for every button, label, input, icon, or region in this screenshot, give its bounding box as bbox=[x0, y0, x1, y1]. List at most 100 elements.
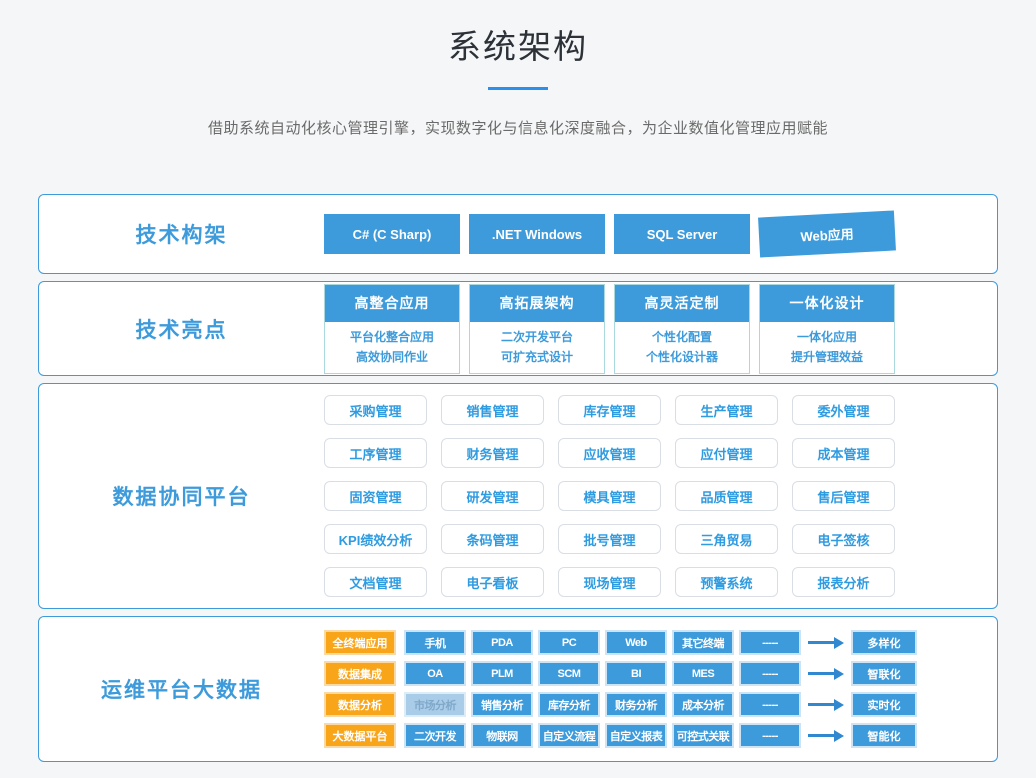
module-button: 应付管理 bbox=[675, 438, 778, 468]
module-button: 电子看板 bbox=[441, 567, 544, 597]
section-ops-bigdata-label: 运维平台大数据 bbox=[101, 679, 262, 702]
flow-result-button: 多样化 bbox=[851, 630, 917, 655]
module-button: 现场管理 bbox=[558, 567, 661, 597]
flow-rows: 全终端应用 手机 PDA PC Web 其它终端 ----- 多样化 数据集成 OA PLM SCM B… bbox=[324, 630, 917, 748]
flow-row: 数据集成 OA PLM SCM BI MES ----- 智联化 bbox=[324, 661, 917, 686]
architecture-diagram: 技术构架 C# (C Sharp) .NET Windows SQL Server W… bbox=[38, 194, 998, 762]
highlight-card-line: 一体化应用 bbox=[796, 329, 857, 344]
page-header: 系统架构 借助系统自动化核心管理引擎，实现数字化与信息化深度融合，为企业数值化管… bbox=[0, 0, 1036, 138]
tech-stack-button: Web应用 bbox=[758, 210, 896, 258]
tech-stack-button: C# (C Sharp) bbox=[324, 214, 460, 254]
highlight-card: 高灵活定制个性化配置个性化设计器 bbox=[614, 283, 750, 374]
flow-item-button: 手机 bbox=[404, 630, 466, 655]
highlight-card-header: 高灵活定制 bbox=[615, 284, 749, 322]
highlight-card-line: 个性化配置 bbox=[651, 329, 712, 344]
flow-item-button: 二次开发 bbox=[404, 723, 466, 748]
module-button: 成本管理 bbox=[792, 438, 895, 468]
flow-item-button: SCM bbox=[538, 661, 600, 686]
flow-category-button: 全终端应用 bbox=[324, 630, 396, 655]
flow-item-button: 自定义流程 bbox=[538, 723, 600, 748]
module-button: 三角贸易 bbox=[675, 524, 778, 554]
flow-category-button: 数据分析 bbox=[324, 692, 396, 717]
module-button: KPI绩效分析 bbox=[324, 524, 427, 554]
flow-item-button: ----- bbox=[739, 723, 801, 748]
flow-item-button: ----- bbox=[739, 630, 801, 655]
flow-item-button: 财务分析 bbox=[605, 692, 667, 717]
module-button: 批号管理 bbox=[558, 524, 661, 554]
highlight-card-line: 提升管理效益 bbox=[790, 349, 863, 364]
module-button: 采购管理 bbox=[324, 395, 427, 425]
module-button: 研发管理 bbox=[441, 481, 544, 511]
highlight-card-body: 平台化整合应用 高效协同作业 bbox=[325, 322, 459, 373]
flow-item-button: 其它终端 bbox=[672, 630, 734, 655]
flow-item-button: ----- bbox=[739, 692, 801, 717]
module-grid-row: KPI绩效分析 条码管理 批号管理 三角贸易 电子签核 bbox=[324, 524, 895, 554]
module-button: 应收管理 bbox=[558, 438, 661, 468]
module-button: 预警系统 bbox=[675, 567, 778, 597]
module-grid-row: 工序管理 财务管理 应收管理 应付管理 成本管理 bbox=[324, 438, 895, 468]
module-grid-row: 文档管理 电子看板 现场管理 预警系统 报表分析 bbox=[324, 567, 895, 597]
highlight-card-header: 高整合应用 bbox=[325, 284, 459, 322]
module-button: 报表分析 bbox=[792, 567, 895, 597]
flow-row: 数据分析 市场分析 销售分析 库存分析 财务分析 成本分析 ----- 实时化 bbox=[324, 692, 917, 717]
flow-result-button: 智联化 bbox=[851, 661, 917, 686]
flow-item-button: 物联网 bbox=[471, 723, 533, 748]
highlight-card-line: 可扩充式设计 bbox=[500, 349, 573, 364]
flow-result-button: 智能化 bbox=[851, 723, 917, 748]
section-ops-bigdata: 运维平台大数据 全终端应用 手机 PDA PC Web 其它终端 ----- 多样化 数据集成 O… bbox=[38, 616, 998, 762]
flow-item-button: Web bbox=[605, 630, 667, 655]
title-underline bbox=[488, 87, 548, 90]
flow-item-button: ----- bbox=[739, 661, 801, 686]
page-subtitle: 借助系统自动化核心管理引擎，实现数字化与信息化深度融合，为企业数值化管理应用赋能 bbox=[207, 120, 828, 137]
arrow-right-icon bbox=[808, 692, 844, 717]
module-button: 售后管理 bbox=[792, 481, 895, 511]
flow-item-button: 销售分析 bbox=[471, 692, 533, 717]
module-button: 工序管理 bbox=[324, 438, 427, 468]
flow-item-button: 成本分析 bbox=[672, 692, 734, 717]
highlight-card: 高整合应用 平台化整合应用 高效协同作业 bbox=[324, 283, 460, 374]
flow-row: 全终端应用 手机 PDA PC Web 其它终端 ----- 多样化 bbox=[324, 630, 917, 655]
module-button: 委外管理 bbox=[792, 395, 895, 425]
highlight-card-line: 平台化整合应用 bbox=[349, 329, 434, 344]
section-tech-highlights: 技术亮点 高整合应用 平台化整合应用 高效协同作业 高拓展架构 二次开发平台 可扩充式设计… bbox=[38, 281, 998, 376]
module-button: 财务管理 bbox=[441, 438, 544, 468]
flow-item-button: PDA bbox=[471, 630, 533, 655]
page-title: 系统架构 bbox=[448, 28, 588, 65]
flow-row: 大数据平台 二次开发 物联网 自定义流程 自定义报表 可控式关联 ----- 智能化 bbox=[324, 723, 917, 748]
section-tech-highlights-label: 技术亮点 bbox=[135, 318, 228, 342]
tech-stack-button: SQL Server bbox=[614, 214, 750, 254]
arrow-right-icon bbox=[808, 661, 844, 686]
highlight-card-line: 高效协同作业 bbox=[355, 349, 428, 364]
module-button: 品质管理 bbox=[675, 481, 778, 511]
module-button: 固资管理 bbox=[324, 481, 427, 511]
flow-item-button: 自定义报表 bbox=[605, 723, 667, 748]
highlight-card-line: 个性化设计器 bbox=[645, 349, 718, 364]
section-data-platform: 数据协同平台 采购管理 销售管理 库存管理 生产管理 委外管理 工序管理 财务管理 应收管理应… bbox=[38, 383, 998, 609]
arrow-right-icon bbox=[808, 630, 844, 655]
tech-stack-button: .NET Windows bbox=[469, 214, 605, 254]
highlight-card: 高拓展架构 二次开发平台 可扩充式设计 bbox=[469, 283, 605, 374]
flow-category-button: 数据集成 bbox=[324, 661, 396, 686]
flow-item-button: PLM bbox=[471, 661, 533, 686]
highlight-card-body: 个性化配置个性化设计器 bbox=[615, 322, 749, 373]
highlight-card-body: 二次开发平台 可扩充式设计 bbox=[470, 322, 604, 373]
module-button: 电子签核 bbox=[792, 524, 895, 554]
highlight-card-header: 高拓展架构 bbox=[470, 284, 604, 322]
module-grid-row: 固资管理 研发管理 模具管理 品质管理 售后管理 bbox=[324, 481, 895, 511]
highlight-card-header: 一体化设计 bbox=[760, 284, 894, 322]
flow-item-button: BI bbox=[605, 661, 667, 686]
flow-category-button: 大数据平台 bbox=[324, 723, 396, 748]
module-button: 文档管理 bbox=[324, 567, 427, 597]
module-button: 生产管理 bbox=[675, 395, 778, 425]
flow-item-button: MES bbox=[672, 661, 734, 686]
highlight-card-body: 一体化应用提升管理效益 bbox=[760, 322, 894, 373]
module-button: 条码管理 bbox=[441, 524, 544, 554]
flow-result-button: 实时化 bbox=[851, 692, 917, 717]
flow-item-button: OA bbox=[404, 661, 466, 686]
tech-highlight-cards: 高整合应用 平台化整合应用 高效协同作业 高拓展架构 二次开发平台 可扩充式设计 高灵活定制… bbox=[324, 282, 997, 375]
section-data-platform-label: 数据协同平台 bbox=[112, 486, 251, 509]
module-grid: 采购管理 销售管理 库存管理 生产管理 委外管理 工序管理 财务管理 应收管理 应付管理 成本管理… bbox=[324, 395, 895, 597]
arrow-right-icon bbox=[808, 723, 844, 748]
section-tech-stack-label: 技术构架 bbox=[135, 224, 228, 247]
module-button: 模具管理 bbox=[558, 481, 661, 511]
